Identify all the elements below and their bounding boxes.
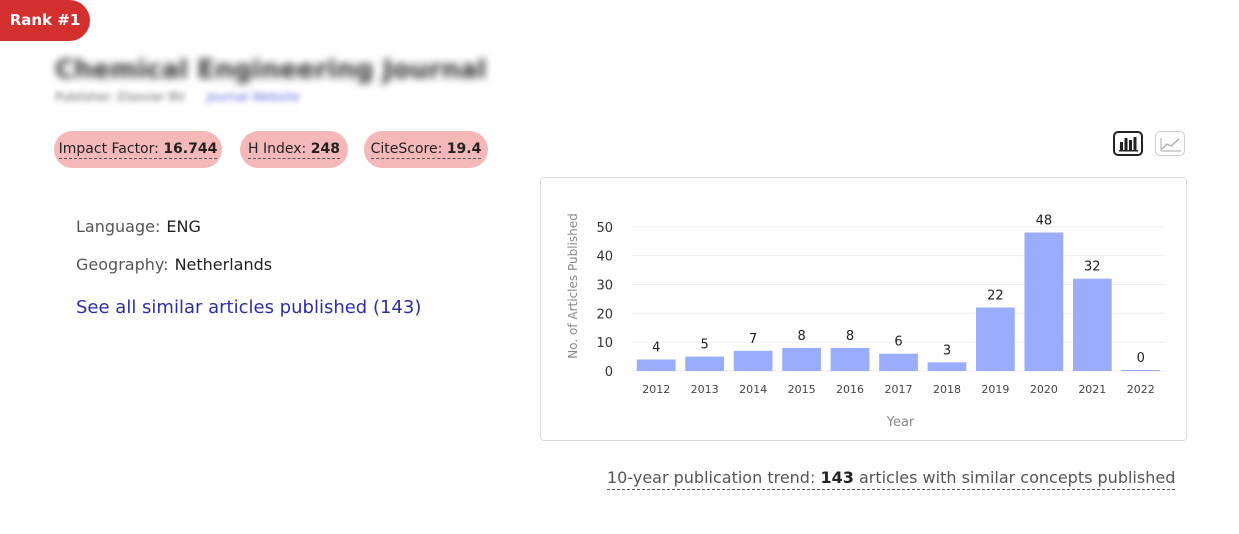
journal-title[interactable]: Chemical Engineering Journal	[55, 55, 487, 85]
data-label: 5	[701, 338, 709, 353]
journal-subtitle: Publisher: Elsevier BV Journal Website	[55, 90, 300, 104]
data-label: 3	[943, 343, 951, 358]
impact-factor-label: Impact Factor:	[58, 141, 159, 157]
y-tick-label: 0	[605, 365, 613, 380]
trend-count: 143	[820, 468, 854, 487]
bar	[636, 359, 676, 371]
impact-factor-pill[interactable]: Impact Factor: 16.744	[54, 131, 222, 168]
see-similar-articles-link[interactable]: See all similar articles published (143)	[76, 297, 422, 318]
bar	[685, 356, 725, 371]
bar-chart-icon	[1119, 137, 1138, 152]
y-tick-label: 10	[596, 336, 613, 351]
data-label: 6	[894, 335, 902, 350]
y-tick-label: 50	[596, 221, 613, 236]
h-index-pill[interactable]: H Index: 248	[240, 131, 348, 168]
bar	[879, 353, 918, 371]
data-label: 7	[749, 332, 757, 347]
data-label: 8	[797, 329, 805, 344]
geography-value: Netherlands	[174, 255, 273, 274]
bar	[733, 350, 773, 371]
x-tick-label: 2017	[885, 383, 913, 396]
trend-suffix: articles with similar concepts published	[858, 468, 1176, 487]
geography-row: Geography: Netherlands	[76, 255, 272, 274]
x-tick-label: 2016	[836, 383, 864, 396]
bar-chart: 0102030405042012520137201482015820166201…	[566, 213, 1165, 430]
y-tick-label: 40	[596, 250, 613, 265]
trend-prefix: 10-year publication trend:	[607, 468, 816, 487]
rank-badge: Rank #1	[0, 0, 90, 41]
x-axis-title: Year	[886, 415, 915, 430]
data-label: 22	[987, 289, 1004, 304]
bar	[927, 362, 967, 371]
publication-chart: 0 10 20 30 40 50 4 2012 5 2013 7 2014 8 2015 8 2016 6 201…	[540, 177, 1187, 441]
geography-label: Geography:	[76, 255, 169, 274]
x-tick-label: 2022	[1127, 383, 1155, 396]
x-tick-label: 2019	[981, 383, 1009, 396]
h-index-label: H Index:	[248, 141, 307, 157]
x-tick-label: 2020	[1030, 383, 1058, 396]
language-row: Language: ENG	[76, 217, 201, 236]
bar	[1121, 370, 1161, 371]
journal-website-link[interactable]: Journal Website	[206, 90, 300, 104]
data-label: 32	[1084, 260, 1101, 275]
citescore-label: CiteScore:	[370, 141, 443, 157]
citescore-value: 19.4	[446, 141, 482, 157]
x-tick-label: 2013	[691, 383, 719, 396]
publication-trend-summary[interactable]: 10-year publication trend: 143 articles …	[607, 468, 1176, 490]
x-tick-label: 2018	[933, 383, 961, 396]
bar-chart-view-button[interactable]	[1113, 131, 1143, 156]
data-label: 8	[846, 329, 854, 344]
bar	[1072, 278, 1112, 371]
bar	[976, 307, 1015, 371]
x-tick-label: 2012	[642, 383, 670, 396]
data-label: 48	[1036, 214, 1053, 229]
language-value: ENG	[166, 217, 201, 236]
y-tick-label: 20	[596, 307, 613, 322]
h-index-value: 248	[310, 141, 340, 157]
line-chart-icon	[1160, 138, 1181, 152]
bar	[830, 347, 870, 371]
citescore-pill[interactable]: CiteScore: 19.4	[364, 131, 488, 168]
y-axis-title: No. of Articles Published	[566, 213, 580, 358]
x-tick-label: 2015	[788, 383, 816, 396]
line-chart-view-button[interactable]	[1155, 131, 1185, 156]
x-tick-label: 2014	[739, 383, 767, 396]
language-label: Language:	[76, 217, 161, 236]
impact-factor-value: 16.744	[163, 141, 218, 157]
x-tick-label: 2021	[1078, 383, 1106, 396]
data-label: 0	[1137, 351, 1145, 366]
y-tick-label: 30	[596, 278, 613, 293]
bar	[1024, 232, 1064, 371]
data-label: 4	[652, 340, 660, 355]
bar	[782, 347, 821, 371]
publisher-text: Publisher: Elsevier BV	[55, 90, 185, 104]
